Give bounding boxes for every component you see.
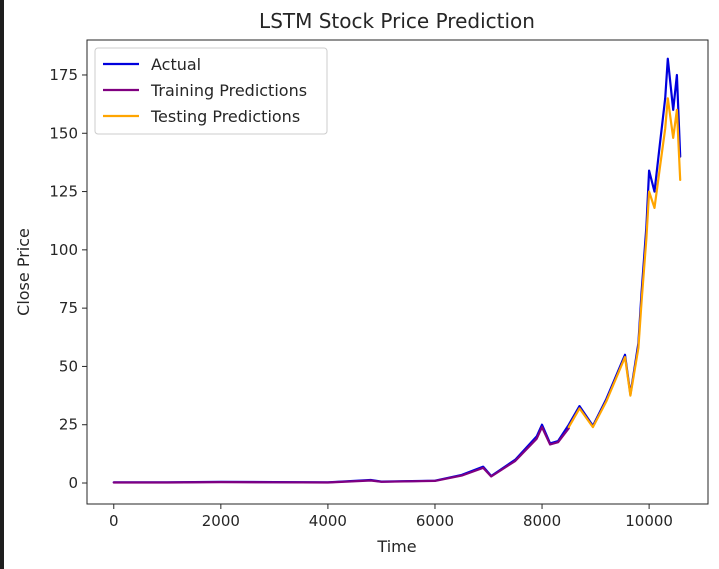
legend-box [94,47,328,135]
legend-label: Training Predictions [150,81,307,100]
y-tick-label: 125 [49,183,78,201]
y-axis: 0 25 50 75 100 125 150 175 [49,66,87,492]
legend-label: Actual [151,55,201,74]
series-line-testing-predictions [567,97,682,429]
y-tick-label: 100 [49,241,78,259]
x-axis: 0 2000 4000 6000 8000 10000 [109,504,673,530]
y-tick-label: 150 [49,124,78,142]
x-tick-label: 8000 [523,512,561,530]
series-line-training-predictions [112,426,570,484]
y-tick-label: 0 [68,474,78,492]
x-tick-label: 6000 [416,512,454,530]
series-layer [112,57,682,484]
legend: Actual Training Predictions Testing Predic… [94,47,328,135]
x-tick-label: 4000 [309,512,347,530]
x-tick-label: 2000 [202,512,240,530]
chart-title: LSTM Stock Price Prediction [259,9,535,33]
plot-frame [86,39,709,505]
x-tick-label: 0 [109,512,119,530]
x-axis-label: Time [376,537,416,556]
y-tick-label: 25 [59,416,78,434]
x-tick-label: 10000 [625,512,673,530]
y-tick-label: 50 [59,357,78,375]
legend-label: Testing Predictions [150,107,300,126]
left-edge-strip [0,0,4,569]
line-chart: LSTM Stock Price Prediction 0 2000 4000 600… [4,0,719,569]
y-tick-label: 175 [49,66,78,84]
y-axis-label: Close Price [14,228,33,316]
chart-figure: LSTM Stock Price Prediction 0 2000 4000 600… [4,0,719,569]
y-tick-label: 75 [59,299,78,317]
